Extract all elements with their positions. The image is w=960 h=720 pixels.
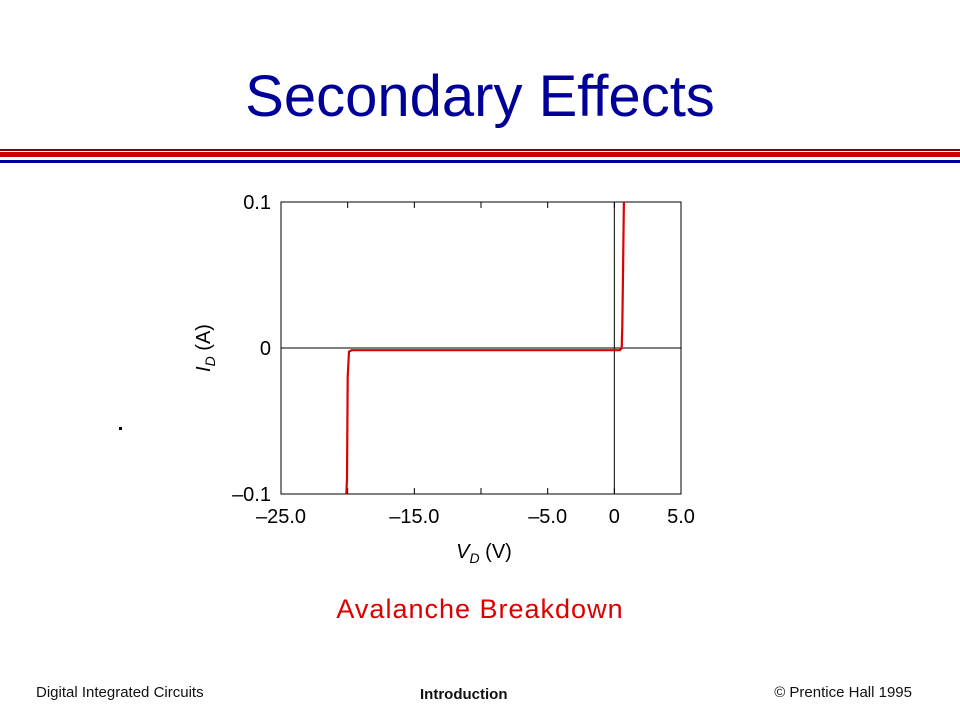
x-tick-label: 5.0 (667, 506, 695, 528)
bullet-dot (119, 427, 122, 430)
x-tick-label: 0 (609, 506, 620, 528)
title-rule-red-thin (0, 149, 960, 151)
y-tick-label: 0 (260, 338, 271, 360)
footer-section: Introduction (420, 686, 508, 703)
footer-course: Digital Integrated Circuits (36, 684, 204, 701)
y-axis-label: ID (A) (193, 324, 218, 372)
x-tick-label: –15.0 (389, 506, 439, 528)
chart-annotation: Avalanche Breakdown (336, 594, 624, 624)
x-tick-label: –25.0 (256, 506, 306, 528)
slide-title: Secondary Effects (245, 64, 715, 129)
x-tick-label: –5.0 (528, 506, 567, 528)
y-tick-label: 0.1 (243, 192, 271, 214)
x-axis-label: VD (V) (456, 541, 512, 566)
title-rule-blue (0, 160, 960, 163)
series-line (345, 201, 625, 495)
title-rule-red-thick (0, 152, 960, 157)
footer-copyright: © Prentice Hall 1995 (774, 684, 912, 701)
y-tick-label: –0.1 (232, 484, 271, 506)
iv-chart: –25.0 –15.0 –5.0 0 5.0 –0.1 0 0.1 VD (V) ID (A) (193, 192, 695, 566)
